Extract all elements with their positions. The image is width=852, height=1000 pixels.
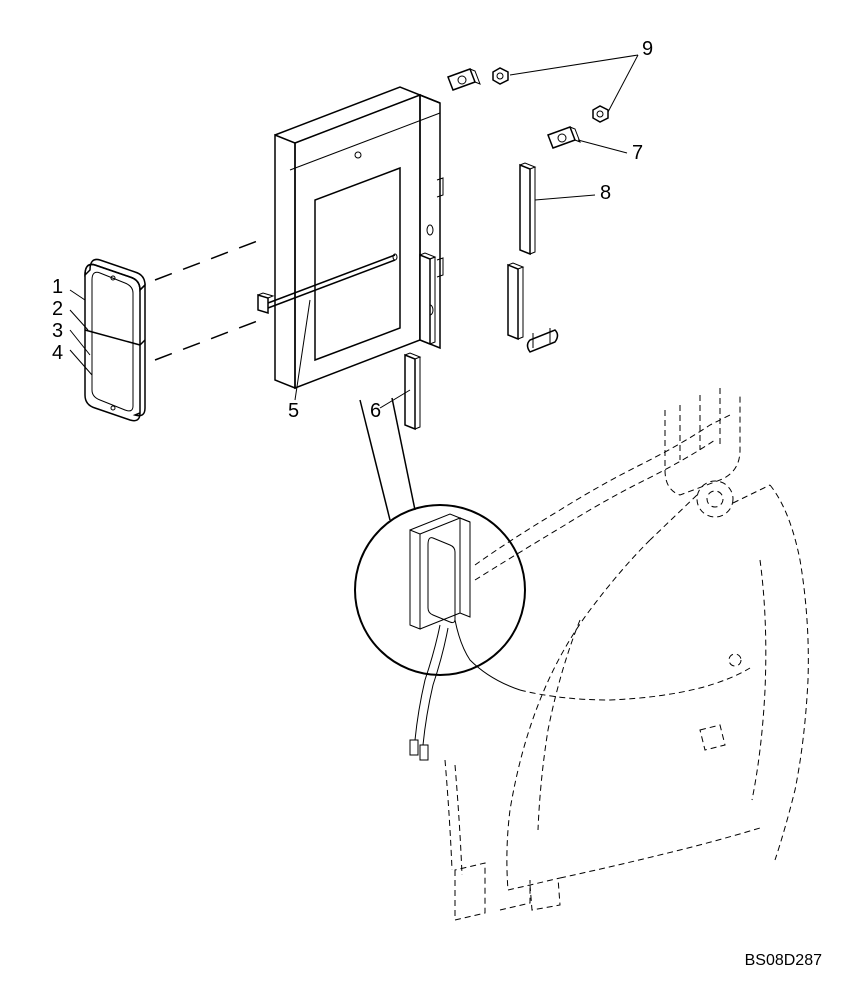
spacer-left — [420, 253, 435, 344]
drawing-id: BS08D287 — [745, 952, 822, 970]
mounting-bracket — [275, 87, 443, 388]
clip-right — [548, 127, 580, 148]
callout-7: 7 — [632, 142, 643, 165]
callout-8: 8 — [600, 182, 611, 205]
machine-outline — [445, 388, 808, 920]
callout-6: 6 — [370, 400, 381, 423]
diagram-svg — [0, 0, 852, 1000]
nut-left — [493, 68, 508, 84]
light-assembly — [85, 259, 145, 420]
spacer-right-lower — [508, 263, 523, 339]
clip-upper — [448, 69, 480, 90]
callout-3: 3 — [52, 320, 63, 343]
callout-4: 4 — [52, 342, 63, 365]
spacer-right-upper — [520, 163, 535, 254]
clip-lower — [528, 328, 558, 352]
callout-5: 5 — [288, 400, 299, 423]
spacer-left-lower — [405, 353, 420, 429]
nut-right — [593, 106, 608, 122]
detail-view — [410, 514, 520, 760]
parts-diagram: 1 2 3 4 5 6 7 8 9 BS08D287 — [0, 0, 852, 1000]
callout-9: 9 — [642, 38, 653, 61]
callout-1: 1 — [52, 276, 63, 299]
callout-2: 2 — [52, 298, 63, 321]
